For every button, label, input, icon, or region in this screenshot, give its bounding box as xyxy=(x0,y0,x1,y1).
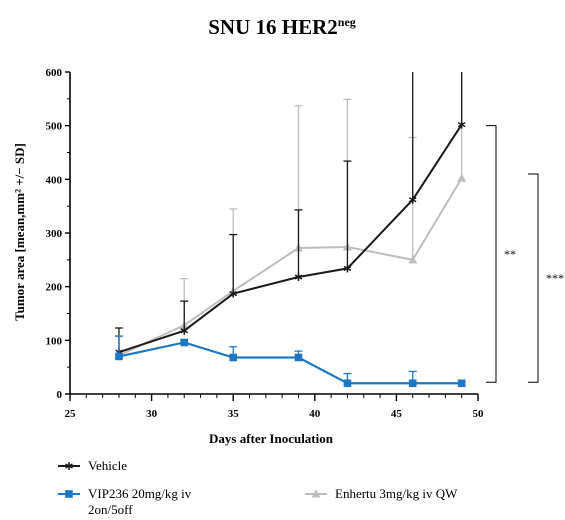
data-point xyxy=(294,353,303,362)
chart-title-main: SNU 16 HER2 xyxy=(208,15,338,39)
data-point xyxy=(294,273,303,282)
legend-label: Vehicle xyxy=(88,458,127,473)
legend-item: VIP236 20mg/kg iv 2on/5off xyxy=(58,486,192,517)
y-tick-label: 0 xyxy=(57,389,63,401)
legend-marker xyxy=(65,462,73,470)
y-tick-label: 100 xyxy=(46,335,63,347)
series-triangle xyxy=(114,72,467,359)
legend-label: Enhertu 3mg/kg iv QW xyxy=(335,486,458,501)
data-point xyxy=(229,353,237,362)
data-point xyxy=(408,195,417,204)
bracket-line xyxy=(528,173,539,383)
data-point xyxy=(408,255,418,264)
series-line xyxy=(118,124,463,354)
series-line xyxy=(118,177,463,357)
data-point xyxy=(343,379,352,388)
x-tick-label: 25 xyxy=(65,408,77,420)
significance-label: ** xyxy=(504,247,516,261)
legend-marker xyxy=(311,489,321,498)
legend-label-line: 2on/5off xyxy=(88,502,133,517)
legend-label-line: VIP236 20mg/kg iv xyxy=(88,486,192,501)
data-point xyxy=(457,120,466,129)
legend-label: VIP236 20mg/kg iv 2on/5off xyxy=(88,486,192,517)
legend: Vehicle VIP236 20mg/kg iv 2on/5off Enhertu … xyxy=(58,458,458,517)
significance-bracket: *** xyxy=(528,173,564,383)
data-point xyxy=(229,289,238,298)
significance-bracket: ** xyxy=(486,125,516,383)
x-tick-label: 45 xyxy=(391,408,403,420)
legend-item: Enhertu 3mg/kg iv QW xyxy=(305,486,458,501)
x-tick-label: 40 xyxy=(309,408,321,420)
series-line xyxy=(118,341,462,385)
legend-marker xyxy=(65,490,73,498)
significance-label: *** xyxy=(546,271,564,285)
x-tick-label: 30 xyxy=(146,408,158,420)
y-axis-label: Tumor area [mean,mm² +/− SD] xyxy=(12,143,27,321)
y-axis-label-group: Tumor area [mean,mm² +/− SD] xyxy=(12,143,27,321)
chart-title-superscript: neg xyxy=(338,15,356,29)
y-tick-label: 200 xyxy=(46,282,63,294)
data-point xyxy=(343,264,352,273)
x-tick-label: 50 xyxy=(473,408,485,420)
data-point xyxy=(408,379,417,388)
legend-item: Vehicle xyxy=(58,458,127,473)
y-tick-label: 300 xyxy=(46,228,63,240)
y-tick-label: 600 xyxy=(46,67,63,79)
data-point xyxy=(457,173,467,182)
chart-title: SNU 16 HER2neg xyxy=(208,15,356,39)
data-point xyxy=(457,379,466,388)
x-tick-label: 35 xyxy=(228,408,240,420)
y-tick-label: 500 xyxy=(46,121,63,133)
data-point xyxy=(180,326,189,335)
bracket-line xyxy=(486,125,497,383)
y-tick-label: 400 xyxy=(46,174,63,186)
x-axis-label: Days after Inoculation xyxy=(209,431,334,446)
data-point xyxy=(180,338,189,347)
series-square xyxy=(114,335,466,388)
data-point xyxy=(115,352,123,361)
